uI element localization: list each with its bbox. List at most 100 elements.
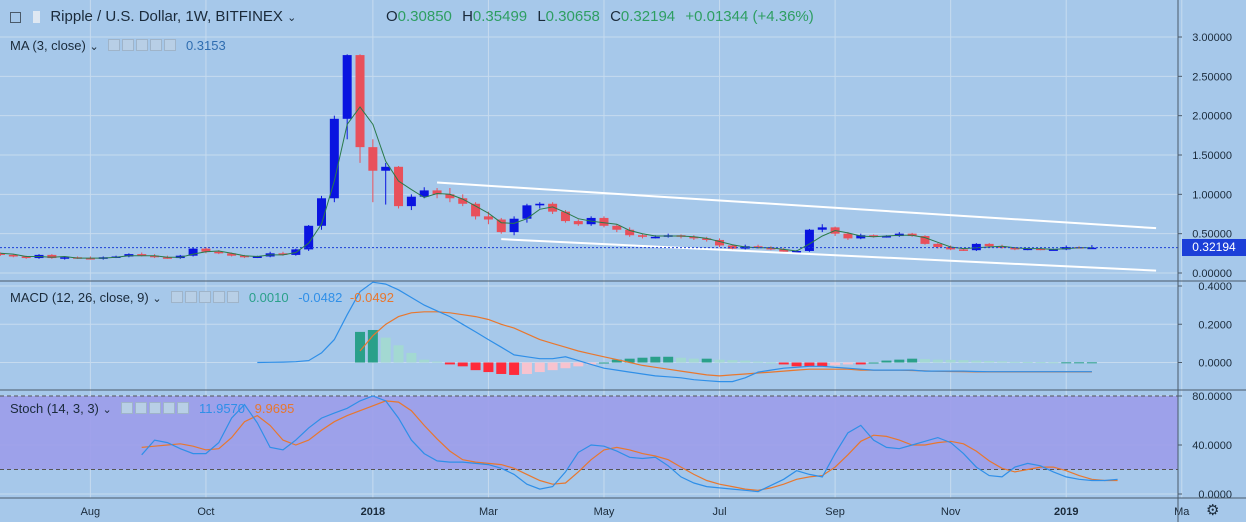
macd-value: -0.0482 [298,290,343,305]
candle-body [317,198,326,226]
candle-body [60,257,70,259]
macd-hist-bar [406,352,417,363]
macd-hist-bar [958,360,969,363]
candle-body [47,254,57,259]
close-value: 0.32194 [620,8,676,25]
candle-body [638,235,647,237]
macd-hist-bar [419,359,430,363]
symbol-title[interactable]: Ripple / U.S. Dollar, 1W, BITFINEX ⌄ [10,8,296,25]
macd-hist-bar [496,362,507,374]
macd-label: MACD (12, 26, close, 9) [10,290,149,305]
macd-legend[interactable]: MACD (12, 26, close, 9) ⌄ 0.0010 -0.0482… [10,290,394,306]
last-price-tag: 0.32194 [1182,239,1246,256]
candle-body [856,235,866,239]
candle-body [933,243,943,248]
macd-hist-bar [1009,361,1020,363]
stoch-k-value: 11.9570 [198,401,246,416]
candle-body [599,217,609,226]
candle-body [471,203,481,217]
candle-body [650,236,660,239]
candle-body [304,225,314,250]
indicator-buttons[interactable] [121,402,191,417]
stoch-legend[interactable]: Stoch (14, 3, 3) ⌄ 11.9570 9.9695 [10,401,294,417]
candle-body [573,221,583,225]
candle-body [239,255,249,258]
x-tick-label: Ma [1174,506,1190,518]
collapse-icon[interactable] [10,11,21,23]
candle-body [997,246,1007,248]
candle-body [278,253,288,255]
indicator-buttons[interactable] [108,39,178,54]
stoch-d-line [141,400,1118,491]
open-label: O [386,8,398,25]
chevron-down-icon[interactable]: ⌄ [102,404,112,416]
stoch-y-tick-label: 40.0000 [1192,440,1232,452]
price-y-tick-label: 2.00000 [1192,111,1232,123]
x-tick-label: 2019 [1054,506,1078,518]
candle-body [625,229,635,236]
macd-hist-bar [945,359,956,363]
gear-icon[interactable]: ⚙ [1206,502,1220,519]
candle-body [355,55,365,148]
macd-hist-bar [894,359,905,363]
x-tick-label: Sep [825,506,845,518]
candle-body [214,251,224,254]
macd-hist-bar [1074,362,1085,364]
chevron-down-icon[interactable]: ⌄ [287,12,297,24]
ma-legend[interactable]: MA (3, close) ⌄ 0.3153 [10,38,226,54]
macd-hist-bar [740,360,751,363]
macd-hist-bar [971,360,982,363]
chevron-down-icon[interactable]: ⌄ [152,293,162,305]
ohlc-readout: O0.30850 H0.35499 L0.30658 C0.32194 +0.0… [386,8,814,25]
stoch-d-value: 9.9695 [254,401,295,416]
macd-hist-bar [881,360,892,363]
indicator-buttons[interactable] [171,291,241,306]
price-pane[interactable] [0,54,1178,272]
candle-body [535,203,545,206]
candle-body [1087,247,1097,250]
candle-body [445,194,455,199]
macd-hist-bar [919,359,930,363]
macd-hist-bar [573,362,584,367]
symbol-label: Ripple / U.S. Dollar, 1W, BITFINEX [50,8,283,25]
macd-pane[interactable] [257,281,1097,383]
price-y-tick-label: 3.00000 [1192,32,1232,44]
candle-body [0,253,5,255]
candle-body [753,246,763,248]
candle-body [792,250,802,253]
low-label: L [537,8,546,25]
macd-hist-value: 0.0010 [248,290,289,305]
macd-hist-bar [907,358,918,363]
candle-body [85,258,95,260]
candle-body [201,248,211,252]
macd-hist-bar [470,362,481,371]
macd-y-tick-label: 0.4000 [1198,281,1232,293]
candle-body [432,190,442,195]
candle-body [8,254,18,257]
macd-hist-bar [855,362,866,365]
ma-value: 0.3153 [185,38,226,53]
candle-body [188,248,198,256]
candle-body [1010,247,1020,250]
macd-hist-bar [714,359,725,363]
candle-body [881,236,891,238]
candle-body [548,203,558,212]
macd-hist-bar [483,362,494,373]
high-label: H [462,8,473,25]
candle-body [971,243,981,251]
macd-hist-bar [598,362,609,364]
macd-hist-bar [1048,362,1059,364]
macd-y-tick-label: 0.2000 [1198,319,1232,331]
chevron-down-icon[interactable]: ⌄ [89,41,99,53]
ma-label: MA (3, close) [10,38,86,53]
macd-hist-bar [676,357,687,363]
low-value: 0.30658 [545,8,600,25]
x-tick-label: May [594,506,615,518]
candle-body [342,55,352,119]
stoch-pane[interactable] [0,395,1178,493]
macd-hist-bar [830,362,841,366]
macd-hist-bar [432,361,443,363]
candle-body [483,216,493,220]
